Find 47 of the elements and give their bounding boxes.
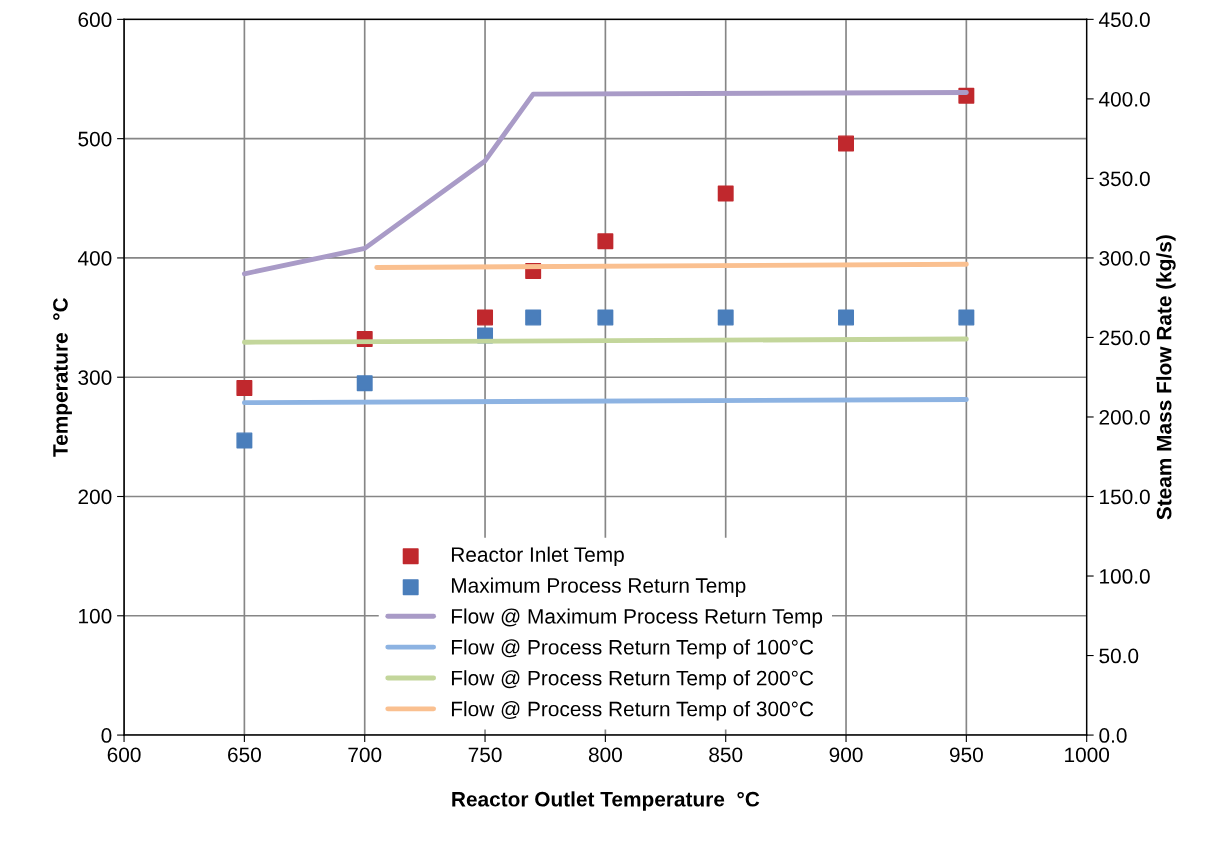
- x-tick-label: 1000: [1065, 747, 1110, 763]
- y-tick-label: 200: [78, 489, 112, 505]
- point: [838, 135, 855, 152]
- y2-axis-title: Steam Mass Flow Rate (kg/s): [1156, 235, 1176, 520]
- point: [236, 432, 253, 449]
- x-tick-label: 900: [829, 747, 863, 763]
- x-tick-label: 850: [709, 747, 743, 763]
- x-tick-label: 700: [348, 747, 382, 763]
- point: [717, 309, 734, 326]
- y-tick-label: 100: [79, 608, 112, 624]
- point: [958, 309, 975, 326]
- legend-label: Flow @ Maximum Process Return Temp: [451, 608, 823, 628]
- y-axis-title: Temperature °C: [53, 297, 72, 457]
- y2-tick-label: 400.0: [1098, 91, 1150, 107]
- y2-tick-label: 250.0: [1099, 330, 1150, 346]
- y2-tick-label: 200.0: [1099, 409, 1150, 425]
- point: [597, 309, 614, 326]
- y2-tick-label: 450.0: [1098, 12, 1150, 28]
- point: [477, 309, 494, 326]
- point: [838, 309, 855, 326]
- point: [525, 309, 542, 326]
- legend-label: Reactor Inlet Temp: [451, 546, 624, 567]
- y-tick-label: 600: [78, 12, 112, 28]
- legend-label: Flow @ Process Return Temp of 100°C: [451, 639, 814, 659]
- x-tick-label: 750: [468, 747, 502, 763]
- y2-tick-label: 350.0: [1099, 171, 1150, 187]
- y2-tick-label: 150.0: [1100, 489, 1150, 505]
- x-tick-label: 650: [228, 747, 261, 763]
- point: [356, 375, 373, 392]
- x-tick-label: 800: [588, 747, 622, 763]
- legend-label: Flow @ Process Return Temp of 200°C: [451, 670, 814, 690]
- legend-label: Flow @ Process Return Temp of 300°C: [451, 701, 814, 721]
- x-tick-label: 950: [949, 747, 983, 763]
- point: [236, 379, 253, 396]
- x-axis-title: Reactor Outlet Temperature °C: [452, 791, 760, 811]
- y2-tick-label: 50.0: [1099, 648, 1139, 664]
- y-tick-label: 500: [78, 131, 112, 147]
- x-tick-label: 600: [107, 747, 141, 763]
- y2-tick-label: 0.0: [1099, 728, 1127, 743]
- y2-tick-label: 300.0: [1099, 250, 1150, 266]
- y-tick-label: 400: [77, 250, 112, 266]
- legend-label: Maximum Process Return Temp: [451, 577, 746, 597]
- y2-tick-label: 100.0: [1100, 569, 1150, 584]
- point: [717, 185, 734, 202]
- point: [597, 233, 614, 250]
- y-tick-label: 0: [101, 728, 112, 743]
- y-tick-label: 300: [78, 370, 112, 385]
